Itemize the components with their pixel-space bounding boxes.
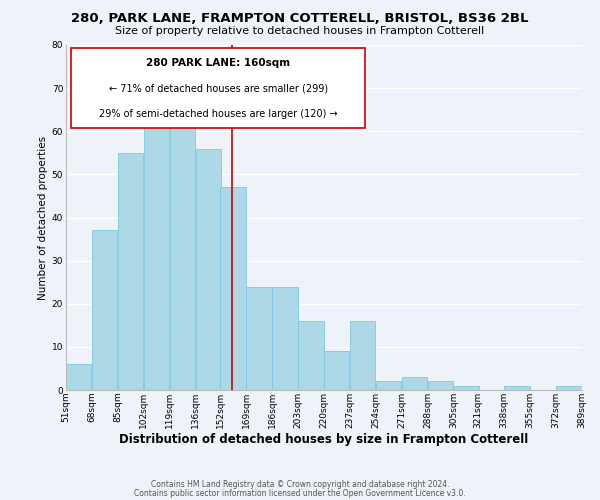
Text: Contains public sector information licensed under the Open Government Licence v3: Contains public sector information licen… xyxy=(134,488,466,498)
Text: ← 71% of detached houses are smaller (299): ← 71% of detached houses are smaller (29… xyxy=(109,83,328,93)
Y-axis label: Number of detached properties: Number of detached properties xyxy=(38,136,47,300)
Text: Size of property relative to detached houses in Frampton Cotterell: Size of property relative to detached ho… xyxy=(115,26,485,36)
Bar xyxy=(324,351,349,390)
Bar xyxy=(454,386,479,390)
Bar xyxy=(556,386,581,390)
Bar xyxy=(220,188,245,390)
Bar xyxy=(428,382,454,390)
Bar xyxy=(504,386,530,390)
Text: Contains HM Land Registry data © Crown copyright and database right 2024.: Contains HM Land Registry data © Crown c… xyxy=(151,480,449,489)
X-axis label: Distribution of detached houses by size in Frampton Cotterell: Distribution of detached houses by size … xyxy=(119,434,529,446)
Bar xyxy=(350,321,376,390)
Bar xyxy=(246,286,272,390)
Text: 280 PARK LANE: 160sqm: 280 PARK LANE: 160sqm xyxy=(146,58,290,68)
Bar xyxy=(66,364,91,390)
Bar xyxy=(92,230,118,390)
Bar xyxy=(376,382,401,390)
Bar xyxy=(144,118,169,390)
Text: 280, PARK LANE, FRAMPTON COTTERELL, BRISTOL, BS36 2BL: 280, PARK LANE, FRAMPTON COTTERELL, BRIS… xyxy=(71,12,529,26)
Bar xyxy=(402,377,427,390)
Bar xyxy=(272,286,298,390)
Bar xyxy=(196,148,221,390)
Text: 29% of semi-detached houses are larger (120) →: 29% of semi-detached houses are larger (… xyxy=(99,108,338,118)
Bar xyxy=(118,153,143,390)
FancyBboxPatch shape xyxy=(71,48,365,128)
Bar xyxy=(170,127,196,390)
Bar xyxy=(298,321,323,390)
